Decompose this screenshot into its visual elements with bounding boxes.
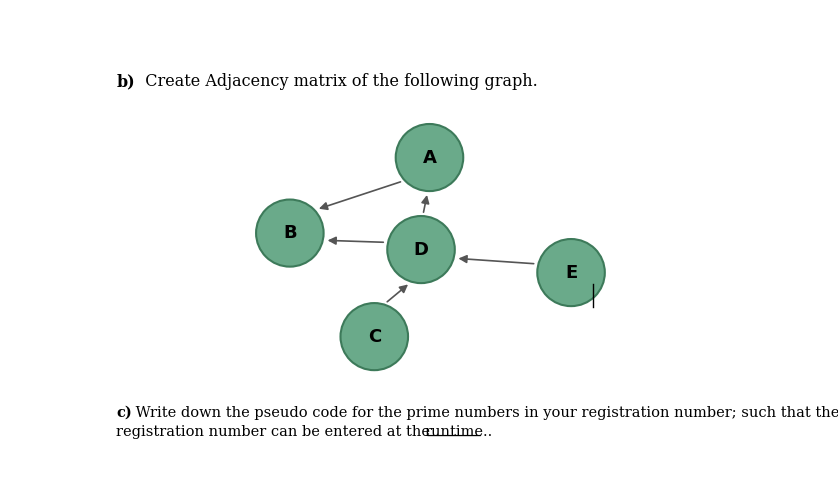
Text: A: A — [422, 148, 437, 166]
Text: Write down the pseudo code for the prime numbers in your registration number; su: Write down the pseudo code for the prime… — [132, 406, 838, 420]
Text: registration number can be entered at the: registration number can be entered at th… — [116, 425, 435, 439]
Ellipse shape — [340, 303, 408, 370]
Text: E: E — [565, 263, 577, 281]
Ellipse shape — [256, 200, 323, 266]
Ellipse shape — [537, 239, 605, 306]
Text: C: C — [368, 328, 381, 346]
Text: b): b) — [116, 73, 135, 90]
Text: runtime..: runtime.. — [425, 425, 494, 439]
Text: Create Adjacency matrix of the following graph.: Create Adjacency matrix of the following… — [135, 73, 537, 90]
Text: D: D — [413, 241, 428, 258]
Ellipse shape — [396, 124, 463, 191]
Text: c): c) — [116, 406, 132, 420]
Ellipse shape — [387, 216, 455, 283]
Text: B: B — [283, 224, 297, 242]
